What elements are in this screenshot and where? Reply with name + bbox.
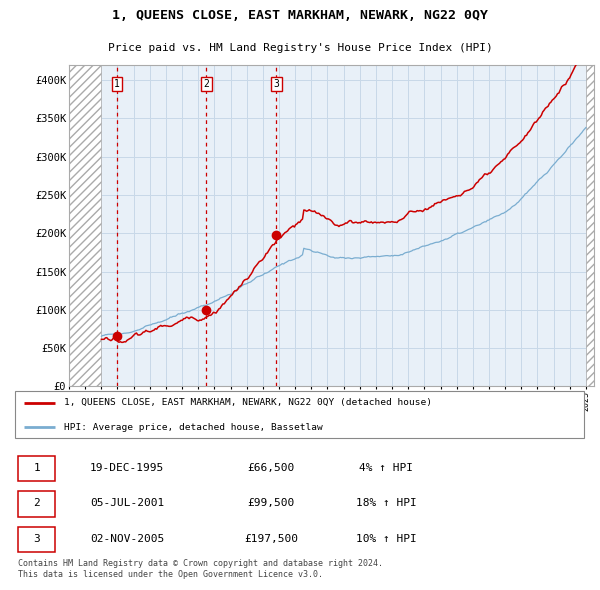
Text: 05-JUL-2001: 05-JUL-2001 bbox=[90, 499, 164, 509]
Text: Contains HM Land Registry data © Crown copyright and database right 2024.
This d: Contains HM Land Registry data © Crown c… bbox=[18, 559, 383, 579]
Text: £197,500: £197,500 bbox=[244, 534, 298, 544]
Text: 19-DEC-1995: 19-DEC-1995 bbox=[90, 463, 164, 473]
FancyBboxPatch shape bbox=[18, 455, 55, 481]
Text: 18% ↑ HPI: 18% ↑ HPI bbox=[356, 499, 417, 509]
Text: 02-NOV-2005: 02-NOV-2005 bbox=[90, 534, 164, 544]
Text: 1, QUEENS CLOSE, EAST MARKHAM, NEWARK, NG22 0QY (detached house): 1, QUEENS CLOSE, EAST MARKHAM, NEWARK, N… bbox=[64, 398, 432, 408]
FancyBboxPatch shape bbox=[18, 527, 55, 552]
Text: 10% ↑ HPI: 10% ↑ HPI bbox=[356, 534, 417, 544]
Text: 3: 3 bbox=[34, 534, 40, 544]
Text: 2: 2 bbox=[203, 79, 209, 89]
Text: 1: 1 bbox=[114, 79, 120, 89]
FancyBboxPatch shape bbox=[15, 391, 584, 438]
FancyBboxPatch shape bbox=[18, 491, 55, 517]
Text: Price paid vs. HM Land Registry's House Price Index (HPI): Price paid vs. HM Land Registry's House … bbox=[107, 44, 493, 53]
Text: £66,500: £66,500 bbox=[248, 463, 295, 473]
Text: 1: 1 bbox=[34, 463, 40, 473]
Text: 4% ↑ HPI: 4% ↑ HPI bbox=[359, 463, 413, 473]
Text: HPI: Average price, detached house, Bassetlaw: HPI: Average price, detached house, Bass… bbox=[64, 422, 323, 431]
Text: £99,500: £99,500 bbox=[248, 499, 295, 509]
Text: 1, QUEENS CLOSE, EAST MARKHAM, NEWARK, NG22 0QY: 1, QUEENS CLOSE, EAST MARKHAM, NEWARK, N… bbox=[112, 9, 488, 22]
Text: 2: 2 bbox=[34, 499, 40, 509]
Text: 3: 3 bbox=[274, 79, 280, 89]
